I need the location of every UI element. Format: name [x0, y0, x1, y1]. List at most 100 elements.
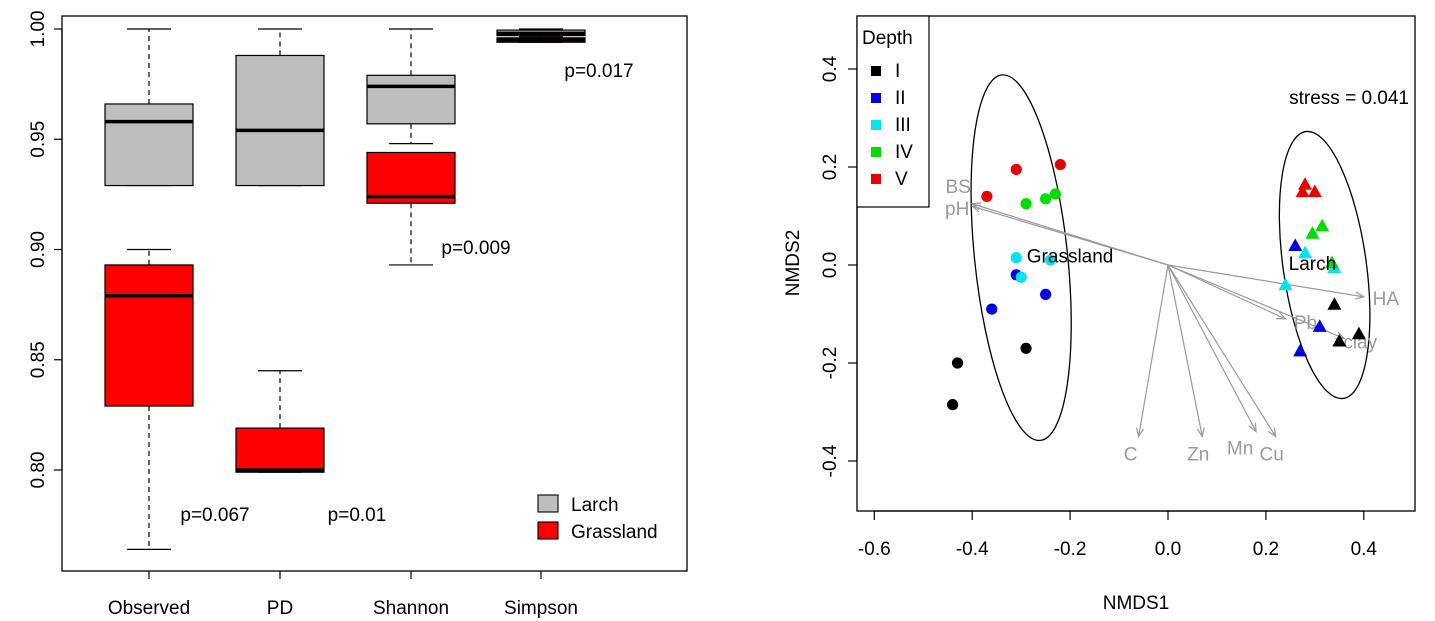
depth-legend-label-iv: IV — [895, 142, 913, 163]
boxplot-plot-area — [104, 28, 586, 550]
x-tick-label: -0.4 — [956, 539, 989, 560]
nmds-y-axis-label: NMDS2 — [783, 230, 804, 297]
point-grassland-II — [1040, 288, 1052, 300]
point-grassland-V — [1054, 158, 1066, 171]
box-body — [235, 427, 325, 473]
point-grassland-IV — [1020, 198, 1032, 210]
point-grassland-V — [981, 190, 993, 202]
env-vector-ph — [972, 205, 1169, 266]
depth-legend-label-v: V — [895, 169, 908, 190]
boxplot-annotations: p=0.067 p=0.01 p=0.009 p=0.017 — [180, 61, 633, 526]
stress-label: stress = 0.041 — [1289, 88, 1409, 109]
point-grassland-I — [947, 399, 959, 411]
point-grassland-V — [1010, 163, 1022, 176]
depth-legend-box — [856, 15, 930, 208]
nmds-ellipses — [970, 74, 1371, 442]
env-arrowhead-ha — [1354, 291, 1366, 300]
box-grassland-shannon — [366, 151, 456, 266]
y-tick-label: 0.80 — [28, 452, 49, 489]
ellipse-larch — [1278, 130, 1371, 400]
p-value-simpson: p=0.017 — [564, 61, 633, 82]
depth-legend-swatch-v — [871, 174, 881, 184]
env-label-c: C — [1124, 445, 1138, 466]
depth-legend-swatch-iv — [871, 147, 881, 157]
x-tick-label: -0.2 — [1054, 539, 1087, 560]
point-larch-V — [1295, 184, 1310, 198]
env-vector-cu — [1167, 264, 1277, 437]
point-larch-IV — [1324, 255, 1339, 269]
point-grassland-III — [1015, 271, 1027, 283]
depth-legend-swatch-iii — [871, 120, 881, 130]
env-arrowhead-mn — [1248, 422, 1257, 433]
point-larch-III — [1298, 245, 1313, 259]
boxplot-panel: 0.80 0.85 0.90 0.95 1.00 Observed PD Shannon Si… — [28, 11, 688, 619]
point-larch-III — [1278, 277, 1293, 291]
box-grassland-pd — [235, 370, 325, 473]
point-larch-V — [1307, 184, 1322, 198]
env-label-bs: BS — [946, 177, 971, 198]
legend-swatch-larch — [537, 494, 559, 513]
point-larch-I — [1332, 333, 1347, 347]
box-larch-observed — [104, 28, 194, 187]
point-larch-II — [1312, 319, 1327, 332]
point-grassland-IV — [1049, 188, 1062, 200]
depth-legend-swatch-ii — [871, 93, 881, 103]
depth-legend-label-iii: III — [895, 115, 911, 136]
box-body — [366, 151, 456, 204]
legend-label-grassland: Grassland — [571, 522, 658, 543]
point-larch-II — [1288, 238, 1303, 251]
y-tick-label: 0.95 — [28, 121, 49, 158]
env-arrowhead-pb — [1276, 311, 1287, 320]
y-tick-label: -0.4 — [820, 444, 841, 477]
x-tick-label: 0.0 — [1155, 539, 1181, 560]
point-larch-V — [1298, 177, 1313, 190]
env-vector-pb — [1167, 264, 1286, 320]
point-larch-IV — [1315, 218, 1330, 232]
legend-swatch-grassland — [537, 521, 559, 540]
x-tick-label: 0.4 — [1351, 539, 1378, 560]
box-larch-pd — [235, 28, 325, 187]
depth-legend-label-ii: II — [895, 88, 906, 109]
env-vector-clay — [1167, 264, 1345, 340]
y-tick-label: 0.0 — [820, 252, 841, 278]
box-body — [104, 264, 194, 407]
p-value-observed: p=0.067 — [180, 505, 249, 526]
y-tick-label: 0.90 — [28, 231, 49, 268]
ellipse-grassland — [970, 74, 1072, 442]
depth-legend-title: Depth — [862, 28, 913, 49]
env-label-cu: Cu — [1260, 445, 1284, 466]
env-label-clay: clay — [1343, 333, 1377, 354]
point-larch-I — [1327, 297, 1342, 310]
y-tick-label: 0.4 — [820, 55, 841, 82]
boxplot-y-axis: 0.80 0.85 0.90 0.95 1.00 — [28, 11, 63, 489]
point-larch-I — [1351, 326, 1366, 340]
nmds-group-labels: Grassland Larch — [1027, 247, 1336, 275]
box-grassland-observed — [104, 248, 194, 550]
point-grassland-I — [951, 357, 964, 369]
box-larch-simpson — [496, 28, 586, 38]
y-tick-label: -0.2 — [820, 347, 841, 380]
env-label-pb: Pb — [1294, 313, 1317, 334]
p-value-shannon: p=0.009 — [441, 238, 510, 259]
box-larch-shannon — [366, 28, 456, 145]
x-tick-label: -0.6 — [858, 539, 891, 560]
depth-legend-label-i: I — [895, 61, 900, 82]
env-label-ha: HA — [1373, 289, 1400, 310]
env-arrowhead-zn — [1196, 427, 1205, 439]
env-label-zn: Zn — [1187, 445, 1209, 466]
point-larch-II — [1293, 343, 1308, 357]
box-body — [366, 74, 456, 125]
boxplot-x-axis: Observed PD Shannon Simpson — [108, 571, 578, 619]
nmds-points — [947, 158, 1366, 411]
box-body — [104, 103, 194, 187]
env-vector-ha — [1167, 264, 1364, 298]
point-grassland-II — [986, 303, 998, 315]
env-arrowhead-c — [1135, 427, 1144, 439]
point-larch-IV — [1305, 226, 1320, 239]
nmds-x-axis: -0.6 -0.4 -0.2 0.0 0.2 0.4 — [858, 510, 1378, 560]
x-tick-label-pd: PD — [267, 598, 293, 619]
